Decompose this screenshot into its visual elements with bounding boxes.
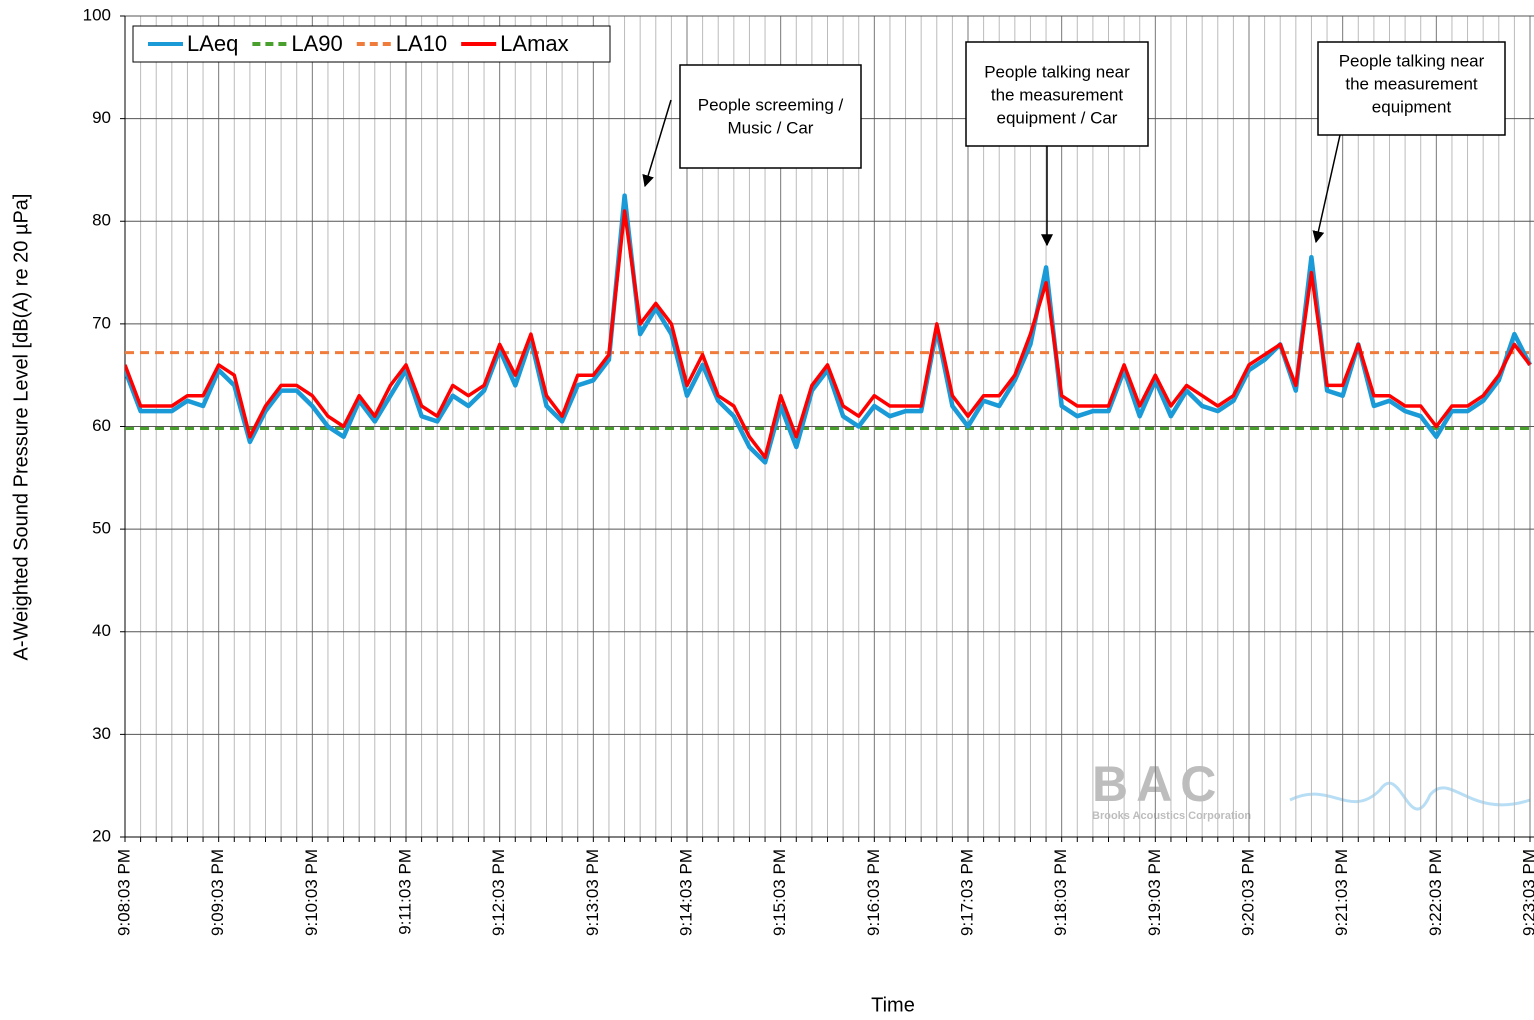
annotation-text: the measurement [1345,74,1478,93]
annotation: People talking near the measurement equipm… [1312,41,1506,244]
annotation-text: equipment / Car [997,108,1118,127]
annotation-text: the measurement [991,85,1124,104]
x-tick-label: 9:21:03 PM [1332,849,1351,936]
legend-label: LAeq [187,31,238,56]
x-tick-label: 9:08:03 PM [114,849,133,936]
x-tick-label: 9:09:03 PM [208,849,227,936]
annotation-box [1317,41,1506,136]
x-tick-label: 9:11:03 PM [395,849,414,935]
x-tick-label: 9:10:03 PM [302,849,321,936]
y-tick-label: 20 [92,826,111,845]
legend-label: LA90 [291,31,342,56]
x-tick-label: 9:17:03 PM [957,849,976,936]
series-line [125,193,1533,465]
x-tick-label: 9:20:03 PM [1238,849,1257,936]
y-tick-label: 90 [92,108,111,127]
watermark-wave [1289,781,1531,811]
annotation-arrow [1312,134,1341,244]
x-tick-label: 9:14:03 PM [676,849,695,936]
watermark-logo: BAC [1092,756,1224,812]
x-tick-label: 9:22:03 PM [1426,849,1445,936]
annotation-arrow [642,99,672,188]
annotation-text: Music / Car [728,118,814,137]
annotation: People talking near the measurement equipm… [965,41,1149,247]
x-tick-label: 9:19:03 PM [1145,849,1164,936]
legend-box [132,25,611,63]
y-tick-label: 50 [92,519,111,538]
annotation-box [679,64,862,169]
y-tick-label: 80 [92,211,111,230]
y-tick-label: 70 [92,313,111,332]
annotation-box [965,41,1149,147]
x-tick-label: 9:13:03 PM [583,849,602,936]
legend-label: LAmax [500,31,568,56]
legend: LAeq LA90 LA10 LAmax [132,25,611,63]
y-tick-label: 60 [92,416,111,435]
annotation: People screeming / Music / Car [642,64,862,188]
y-axis-title: A-Weighted Sound Pressure Level [dB(A) r… [10,194,32,661]
x-tick-label: 9:18:03 PM [1051,849,1070,936]
x-tick-label: 9:16:03 PM [864,849,883,936]
x-tick-label: 9:15:03 PM [770,849,789,936]
watermark-company: Brooks Acoustics Corporation [1092,810,1251,822]
y-tick-label: 100 [83,5,111,24]
legend-label: LA10 [396,31,447,56]
series-line [125,209,1532,460]
x-tick-label: 9:23:03 PM [1519,849,1534,936]
annotation-text: People screeming / [698,95,844,114]
x-axis-title: Time [871,994,915,1016]
y-tick-label: 30 [92,724,111,743]
y-tick-label: 40 [92,621,111,640]
annotation-text: equipment [1372,97,1452,116]
annotation-text: People talking near [984,62,1130,81]
x-tick-label: 9:12:03 PM [489,849,508,936]
annotation-text: People talking near [1339,51,1485,70]
